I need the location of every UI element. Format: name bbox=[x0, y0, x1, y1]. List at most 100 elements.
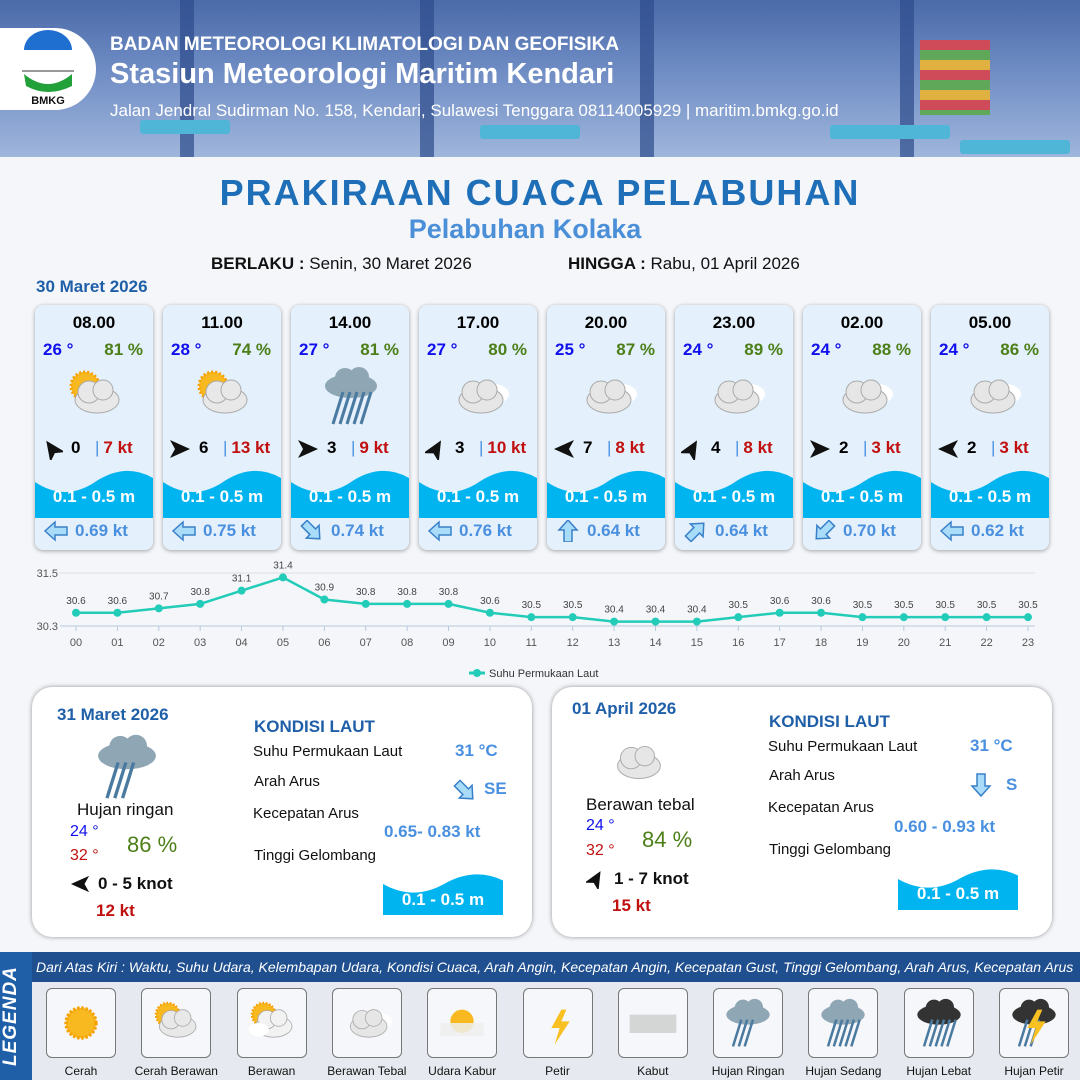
x-tick-label: 12 bbox=[567, 637, 579, 649]
wind-direction-icon bbox=[298, 440, 318, 458]
wind-direction-icon bbox=[679, 440, 697, 463]
cerah-icon bbox=[64, 1006, 98, 1040]
data-point bbox=[775, 608, 784, 617]
current-direction: S bbox=[1006, 775, 1018, 794]
hujan-petir-icon bbox=[1012, 998, 1056, 1047]
temp-min: 24 ° bbox=[70, 823, 99, 840]
data-point bbox=[320, 595, 329, 604]
data-label: 30.4 bbox=[646, 605, 666, 616]
data-label: 30.6 bbox=[108, 596, 128, 607]
separator: | bbox=[223, 438, 228, 457]
wind-speed: 4 bbox=[711, 438, 721, 457]
humidity: 81 % bbox=[104, 340, 143, 359]
data-label: 30.6 bbox=[480, 596, 500, 607]
wave-icon bbox=[163, 470, 281, 518]
forecast-time: 20.00 bbox=[584, 313, 628, 332]
berawan-tebal-icon bbox=[714, 379, 765, 414]
berawan-tebal-icon bbox=[842, 379, 893, 414]
sea-condition-heading: KONDISI LAUT bbox=[769, 712, 890, 731]
air-temperature: 24 ° bbox=[939, 340, 970, 359]
gust: | 8 kt bbox=[607, 438, 645, 458]
current-direction-label: Arah Arus bbox=[254, 773, 320, 790]
page-subtitle: Pelabuhan Kolaka bbox=[408, 214, 642, 244]
current-direction: SE bbox=[484, 779, 507, 798]
data-point bbox=[237, 586, 246, 595]
forecast-time: 02.00 bbox=[840, 313, 884, 332]
data-point bbox=[72, 608, 80, 617]
x-tick-label: 21 bbox=[939, 637, 951, 649]
wind-direction-icon bbox=[46, 440, 66, 463]
panel-date: 01 April 2026 bbox=[572, 699, 677, 718]
data-point bbox=[651, 617, 660, 626]
legend-label: Cerah bbox=[64, 1064, 98, 1078]
berawan-tebal-icon bbox=[349, 1009, 392, 1038]
gust-speed: 3 kt bbox=[871, 438, 901, 457]
weather-icon bbox=[827, 360, 899, 432]
wave-icon bbox=[931, 470, 1049, 518]
legend-item-udara-kabur bbox=[427, 988, 498, 1058]
daily-panel: 01 April 2026 Berawan tebal 24 ° 32 ° 84… bbox=[552, 687, 1052, 937]
x-tick-label: 15 bbox=[691, 637, 703, 649]
sst-label: Suhu Permukaan Laut bbox=[768, 738, 918, 755]
gust: | 13 kt bbox=[223, 438, 270, 458]
separator: | bbox=[95, 438, 100, 457]
data-label: 30.8 bbox=[356, 587, 376, 598]
current-speed: 0.62 kt bbox=[971, 521, 1024, 540]
wave-icon bbox=[291, 470, 409, 518]
air-temperature: 24 ° bbox=[811, 340, 842, 359]
current-arrow bbox=[299, 519, 325, 542]
wind-speed: 7 bbox=[583, 438, 593, 457]
wind-speed: 2 bbox=[967, 438, 977, 457]
air-temperature: 27 ° bbox=[427, 340, 458, 359]
x-tick-label: 18 bbox=[815, 637, 827, 649]
current-direction-icon bbox=[43, 520, 68, 542]
daily-panel: 31 Maret 2026 Hujan ringan 24 ° 32 ° 86 … bbox=[32, 687, 532, 937]
gust-speed: 3 kt bbox=[999, 438, 1029, 457]
gust: | 8 kt bbox=[735, 438, 773, 458]
weather-icon bbox=[59, 360, 131, 432]
data-point bbox=[403, 599, 412, 608]
hujan-ringan-icon bbox=[98, 734, 156, 799]
forecast-card: 08.00 26 ° 81 % 0 | 7 kt 0.1 - 0.5 m 0.69… bbox=[35, 305, 153, 550]
data-point bbox=[361, 599, 370, 608]
day1-date: 30 Maret 2026 bbox=[36, 277, 148, 296]
wave-icon bbox=[803, 470, 921, 518]
current-speed: 0.60 - 0.93 kt bbox=[894, 817, 996, 836]
weather-icon bbox=[315, 360, 387, 432]
humidity: 88 % bbox=[872, 340, 911, 359]
forecast-time: 05.00 bbox=[968, 313, 1012, 332]
legend-item-hujan-petir bbox=[999, 988, 1069, 1058]
x-tick-label: 16 bbox=[732, 637, 744, 649]
wind-arrow bbox=[70, 874, 90, 894]
legend-marker bbox=[473, 669, 481, 677]
valid-from-label: BERLAKU : bbox=[211, 254, 305, 273]
legend-label: Kabut bbox=[637, 1064, 669, 1078]
wave-height-label: Tinggi Gelombang bbox=[254, 847, 377, 864]
legend-item-cerah-berawan bbox=[141, 988, 212, 1058]
kabut-icon bbox=[629, 1014, 677, 1033]
data-point bbox=[444, 599, 453, 608]
wind-arrow bbox=[679, 438, 703, 463]
x-tick-label: 08 bbox=[401, 637, 413, 649]
forecast-time: 11.00 bbox=[201, 313, 243, 332]
current-direction-icon bbox=[427, 520, 452, 542]
wind-direction-icon bbox=[170, 440, 190, 458]
header-banner bbox=[0, 0, 1080, 157]
berawan-tebal-icon bbox=[617, 745, 667, 780]
wave-height: 0.1 - 0.5 m bbox=[401, 890, 485, 909]
valid-to-label: HINGGA : bbox=[568, 254, 646, 273]
berawan-tebal-icon bbox=[458, 379, 509, 414]
data-point bbox=[858, 613, 867, 622]
data-label: 30.8 bbox=[397, 587, 417, 598]
x-tick-label: 17 bbox=[774, 637, 786, 649]
sea-surface-temperature-chart: 31.5 30.3 30.6 00 30.6 01 30.7 02 30.8 03 31.1 04 31… bbox=[37, 560, 1039, 680]
forecast-card: 23.00 24 ° 89 % 4 | 8 kt 0.1 - 0.5 m 0.64… bbox=[675, 305, 793, 550]
x-tick-label: 20 bbox=[898, 637, 910, 649]
current-direction-icon bbox=[815, 519, 836, 540]
data-point bbox=[485, 608, 494, 617]
data-point bbox=[734, 613, 743, 622]
data-label: 30.9 bbox=[315, 583, 335, 594]
x-tick-label: 05 bbox=[277, 637, 289, 649]
wind-arrow bbox=[423, 438, 447, 463]
current-speed-label: Kecepatan Arus bbox=[253, 805, 359, 822]
